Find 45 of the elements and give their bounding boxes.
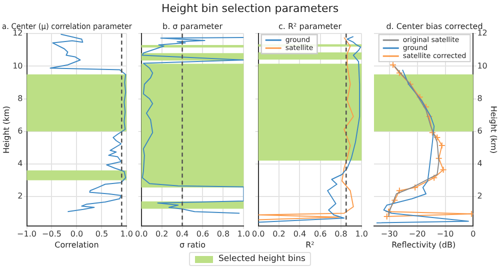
- x-tick-label: −30: [380, 230, 398, 239]
- x-axis-title: R²: [306, 240, 314, 250]
- legend-label: Selected height bins: [218, 254, 306, 264]
- chart-title: b. σ parameter: [162, 22, 224, 31]
- chart-title: d. Center bias corrected: [386, 22, 483, 31]
- y-tick-label: 12: [477, 28, 488, 38]
- chart-title: a. Center (μ) correlation parameter: [2, 22, 133, 31]
- x-tick-label: 0.0: [252, 230, 265, 239]
- x-tick-label: 0: [470, 230, 476, 239]
- x-axis-title: Correlation: [54, 240, 99, 250]
- y-tick-label: 10: [12, 61, 23, 70]
- x-tick-label: 0.8: [334, 230, 348, 239]
- y-tick-label: 2: [477, 192, 482, 201]
- y-tick-label: 8: [18, 94, 23, 103]
- y-tick-label: 4: [18, 158, 23, 168]
- x-tick-label: 0.4: [176, 230, 189, 239]
- x-tick-label: 1.0: [120, 230, 134, 239]
- x-tick-label: 0.2: [272, 230, 286, 239]
- x-tick-label: −10: [436, 230, 454, 239]
- text: Height bin selection parameters: [160, 2, 340, 15]
- y-tick-label: 6: [477, 126, 482, 136]
- x-tick-label: 0.0: [134, 230, 148, 239]
- y-tick-label: 8: [477, 94, 482, 103]
- y-axis-title: Height (km): [2, 106, 11, 154]
- x-axis-title: Reflectivity (dB): [392, 240, 456, 250]
- x-tick-label: 0.0: [70, 230, 84, 239]
- x-tick-label: −0.5: [42, 230, 62, 239]
- chart-title: c. R² parameter: [278, 22, 342, 31]
- x-tick-label: −20: [408, 230, 426, 239]
- x-tick-label: 0.2: [155, 230, 168, 239]
- y-axis-title: Height (km): [489, 106, 498, 154]
- x-tick-label: 0.8: [216, 230, 230, 239]
- y-tick-label: 10: [477, 61, 488, 70]
- x-tick-label: 0.6: [314, 230, 327, 239]
- x-tick-label: −1.0: [17, 230, 36, 239]
- y-tick-label: 12: [12, 28, 23, 38]
- x-axis-title: σ ratio: [179, 240, 206, 250]
- x-tick-label: 1.0: [237, 230, 250, 239]
- x-tick-label: 0.5: [95, 230, 108, 239]
- x-tick-label: 0.4: [293, 230, 306, 239]
- x-tick-label: 0.6: [196, 230, 210, 239]
- x-tick-label: 1.0: [355, 230, 368, 239]
- y-tick-label: 6: [18, 126, 23, 136]
- y-tick-label: 2: [18, 192, 23, 201]
- y-tick-label: 4: [477, 158, 482, 168]
